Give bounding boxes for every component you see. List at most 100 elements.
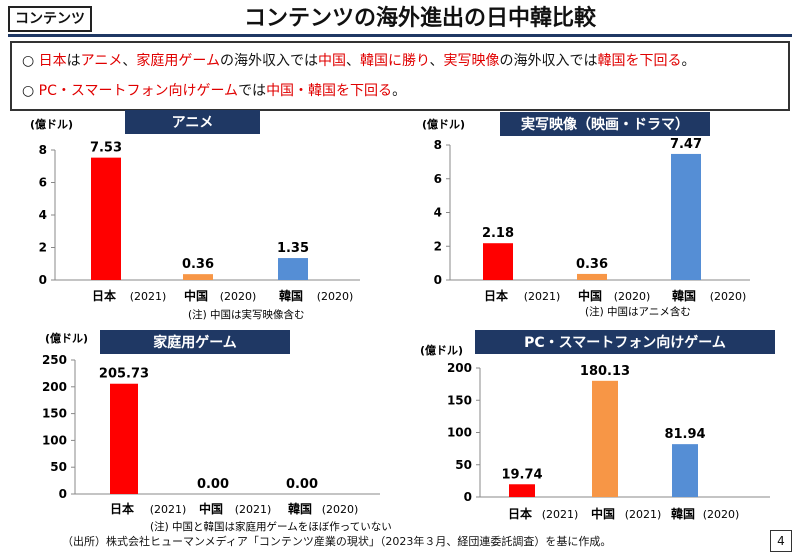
y-tick-label: 150 [42, 407, 67, 421]
chart-title: PC・スマートフォン向けゲーム [524, 334, 726, 351]
data-label: 0.36 [576, 257, 608, 272]
year-label: (2020) [703, 508, 740, 521]
summary-segment: 家庭用ゲーム [136, 53, 220, 69]
summary-segment: の海外収入では [220, 53, 318, 69]
category-label: 韓国 [672, 288, 696, 303]
section-tag: コンテンツ [8, 6, 92, 32]
y-tick-label: 100 [42, 433, 67, 447]
summary-segment: 韓国に勝り [360, 53, 430, 69]
data-label: 205.73 [99, 367, 149, 382]
data-label: 0.00 [197, 477, 229, 492]
y-tick-label: 200 [42, 380, 67, 394]
data-label: 81.94 [664, 427, 705, 442]
page-number: 4 [770, 530, 792, 552]
year-label: (2021) [130, 290, 167, 303]
chart-title: 家庭用ゲーム [153, 334, 237, 351]
y-tick-label: 0 [59, 487, 67, 501]
year-label: (2021) [625, 508, 662, 521]
y-tick-label: 50 [50, 460, 67, 474]
summary-segment: 、 [346, 53, 360, 69]
data-label: 7.53 [90, 141, 122, 156]
category-label: 日本 [484, 288, 508, 303]
chart-title: 実写映像（映画・ドラマ） [521, 116, 689, 133]
summary-segment: を下回る [625, 53, 682, 69]
chart-title-box [100, 330, 290, 354]
category-label: 中国 [199, 501, 223, 516]
category-label: 中国 [578, 288, 602, 303]
page-title: コンテンツの海外進出の日中韓比較 [243, 6, 596, 31]
source-note: （出所）株式会社ヒューマンメディア「コンテンツ産業の現状」（2023年３月、経団… [62, 535, 612, 548]
y-tick-label: 6 [39, 176, 47, 190]
y-tick-label: 2 [434, 239, 442, 253]
y-tick-label: 0 [434, 273, 442, 287]
summary-segment: ○ [22, 83, 39, 99]
category-label: 中国 [184, 288, 208, 303]
year-label: (2020) [220, 290, 257, 303]
category-label: 日本 [110, 501, 134, 516]
bar-china [577, 273, 607, 280]
bar-korea [672, 444, 698, 497]
summary-segment: PC・スマートフォン向けゲーム [38, 83, 239, 99]
bar-japan [110, 383, 138, 494]
year-label: (2021) [542, 508, 579, 521]
y-unit-label: (億ドル) [45, 331, 88, 345]
year-label: (2020) [710, 290, 747, 303]
summary-segment: アニメ [80, 53, 123, 69]
y-tick-label: 0 [39, 273, 47, 287]
summary-line-1: ○ 日本はアニメ、家庭用ゲームの海外収入では中国、韓国に勝り、実写映像の海外収入… [22, 51, 695, 71]
chart-note: (注) 中国はアニメ含む [585, 305, 691, 318]
summary-segment: 中国 [318, 53, 346, 69]
category-label: 日本 [508, 506, 532, 521]
year-label: (2021) [235, 503, 272, 516]
bar-japan [483, 243, 513, 280]
year-label: (2021) [524, 290, 561, 303]
y-unit-label: (億ドル) [30, 117, 73, 131]
y-tick-label: 150 [447, 393, 472, 407]
y-tick-label: 250 [42, 353, 67, 367]
summary-segment: ○ [22, 53, 39, 69]
summary-box: ○ 日本はアニメ、家庭用ゲームの海外収入では中国、韓国に勝り、実写映像の海外収入… [10, 41, 790, 111]
bar-china [592, 380, 618, 497]
summary-segment: では [238, 83, 267, 99]
category-label: 日本 [92, 288, 116, 303]
bar-korea [671, 153, 701, 280]
summary-segment: 、 [429, 53, 444, 69]
category-label: 中国 [591, 506, 615, 521]
y-unit-label: (億ドル) [422, 117, 465, 131]
bar-korea [278, 258, 308, 280]
summary-segment: 。 [681, 53, 696, 69]
category-label: 韓国 [288, 501, 312, 516]
y-tick-label: 100 [447, 426, 472, 440]
y-tick-label: 50 [455, 458, 472, 472]
year-label: (2020) [322, 503, 359, 516]
summary-segment: は [66, 53, 81, 69]
chart-title-box [500, 112, 710, 136]
chart-note: (注) 中国は実写映像含む [188, 308, 305, 321]
data-label: 1.35 [277, 241, 309, 256]
y-tick-label: 2 [39, 241, 47, 255]
summary-segment: の海外収入では [499, 53, 598, 69]
summary-segment: 中国・韓国を下回る [266, 83, 393, 99]
bar-japan [509, 484, 535, 497]
data-label: 7.47 [670, 137, 702, 152]
year-label: (2020) [614, 290, 651, 303]
chart-title-box [475, 330, 775, 354]
data-label: 180.13 [580, 364, 630, 379]
data-label: 19.74 [501, 467, 542, 482]
category-label: 韓国 [279, 288, 303, 303]
bar-japan [91, 157, 121, 280]
chart-title-box [125, 110, 260, 134]
summary-segment: 韓国 [597, 53, 626, 69]
y-unit-label: (億ドル) [420, 343, 463, 357]
y-tick-label: 200 [447, 361, 472, 375]
y-tick-label: 6 [434, 172, 442, 186]
summary-segment: 、 [122, 53, 137, 69]
y-tick-label: 8 [434, 138, 442, 152]
data-label: 0.00 [286, 477, 318, 492]
y-tick-label: 0 [464, 490, 472, 504]
y-tick-label: 4 [434, 206, 442, 220]
chart-note: (注) 中国と韓国は家庭用ゲームをほぼ作っていない [150, 520, 392, 533]
year-label: (2020) [317, 290, 354, 303]
summary-segment: 日本 [38, 53, 67, 69]
